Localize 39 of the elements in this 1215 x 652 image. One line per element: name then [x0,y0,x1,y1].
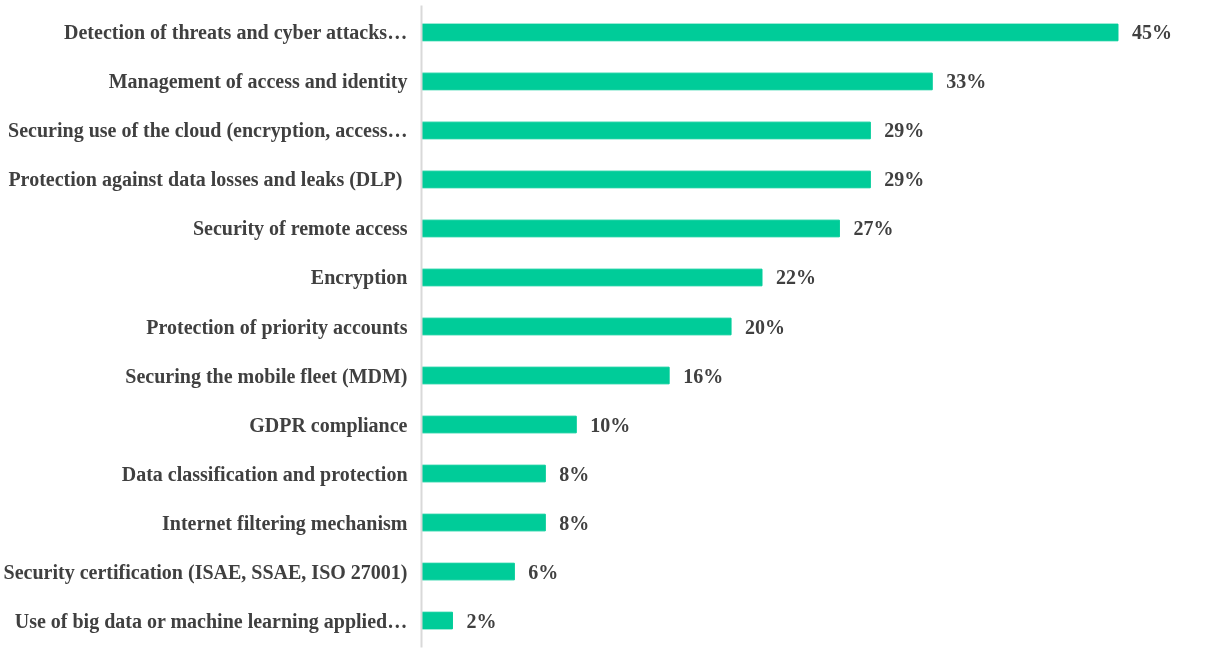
y-tick-label: Securing the mobile fleet (MDM) [125,364,408,388]
data-label: 8% [559,511,590,534]
bar [421,219,840,238]
y-tick-label: Security of remote access [192,217,408,241]
data-label: 22% [776,266,817,289]
y-tick-label: Internet filtering mechanism [161,511,408,535]
bar [421,170,871,189]
bar [421,415,577,434]
data-label: 29% [884,168,925,191]
data-label: 20% [745,315,786,338]
bar [421,562,515,581]
bar [421,366,670,385]
y-tick-label: Protection against data losses and leaks (DLP) [8,168,403,192]
y-tick-label: Data classification and protection [121,462,408,486]
data-label: 10% [590,413,631,436]
y-tick-label: Protection of priority accounts [146,315,408,339]
bar [421,317,732,336]
data-label: 16% [683,364,724,387]
bar [421,72,933,91]
bar [421,464,546,483]
data-label: 2% [466,609,497,632]
bar [421,611,453,630]
y-tick-label: Security certification (ISAE, SSAE, ISO 27001) [3,560,408,584]
bar [421,513,546,532]
y-tick-label: GDPR compliance [249,413,408,437]
y-tick-label: Management of access and identity [108,70,408,94]
y-tick-label: Detection of threats and cyber attacks… [64,21,408,45]
y-tick-label: Encryption [310,266,408,290]
data-label: 6% [528,560,559,583]
bar [421,23,1119,42]
data-label: 33% [946,70,987,93]
data-label: 8% [559,462,590,485]
data-label: 27% [853,217,894,240]
bar [421,268,763,287]
y-tick-label: Use of big data or machine learning applied… [14,609,408,633]
data-label: 45% [1131,21,1172,44]
y-tick-label: Securing use of the cloud (encryption, access… [8,119,408,143]
bar [421,121,871,140]
data-label: 29% [884,119,925,142]
